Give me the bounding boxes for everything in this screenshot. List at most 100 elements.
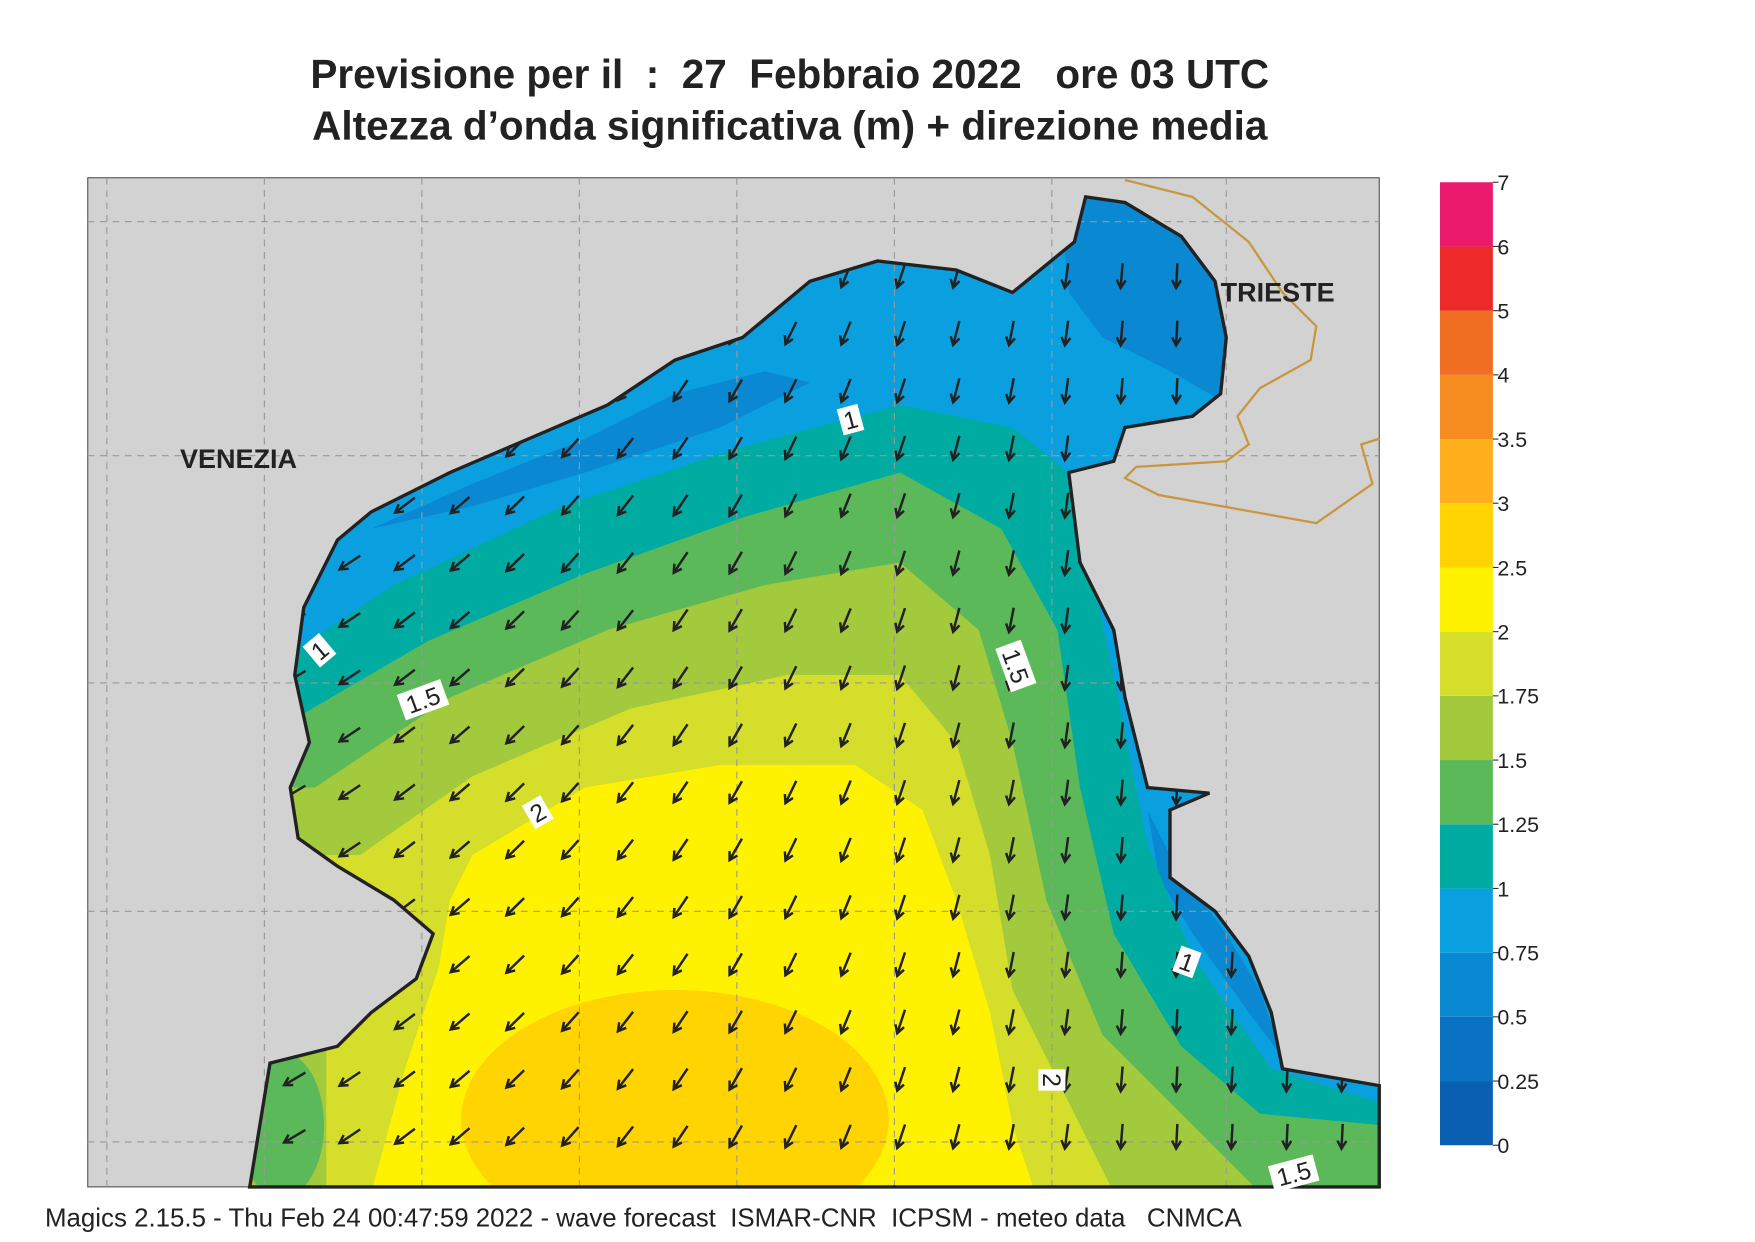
arrow xyxy=(894,550,907,577)
arrow xyxy=(838,550,852,577)
arrow xyxy=(949,894,961,922)
arrow xyxy=(448,955,471,974)
colorbar-segment xyxy=(1440,824,1493,889)
arrow xyxy=(616,953,635,976)
colorbar-label: 4 xyxy=(1497,364,1509,388)
arrow xyxy=(672,666,689,690)
arrow xyxy=(949,607,961,635)
arrow xyxy=(1060,263,1072,291)
arrow xyxy=(560,724,580,746)
arrow xyxy=(1060,320,1072,348)
arrow xyxy=(616,609,635,632)
arrow xyxy=(783,436,798,462)
arrow xyxy=(393,1070,416,1088)
arrow xyxy=(894,894,907,921)
label-box xyxy=(396,679,450,721)
arrow xyxy=(1060,1123,1072,1151)
colorbar-label: 0.5 xyxy=(1497,1006,1527,1030)
colorbar-segment xyxy=(1440,888,1493,953)
arrow xyxy=(783,1009,798,1035)
arrow xyxy=(1060,894,1072,922)
arrow xyxy=(448,897,471,917)
arrow xyxy=(616,838,635,862)
arrow xyxy=(949,664,961,692)
band xyxy=(371,371,810,529)
arrow xyxy=(838,493,852,519)
colorbar-segment xyxy=(1440,760,1493,825)
arrow xyxy=(337,611,361,629)
arrow xyxy=(1060,377,1072,406)
arrow xyxy=(894,1066,907,1093)
arrow xyxy=(672,895,689,920)
arrow xyxy=(1170,320,1183,348)
arrow xyxy=(894,1124,907,1151)
arrow xyxy=(894,607,907,634)
arrow xyxy=(838,607,852,634)
arrow xyxy=(1115,836,1127,865)
arrow xyxy=(504,1126,525,1147)
arrow xyxy=(1115,320,1127,348)
contour-label: 1 xyxy=(1172,945,1202,978)
arrow xyxy=(1004,836,1016,864)
arrow xyxy=(894,435,907,462)
arrow xyxy=(337,1128,361,1145)
arrow xyxy=(1115,377,1127,406)
arrow xyxy=(894,492,907,520)
arrow xyxy=(1226,1009,1238,1037)
arrow xyxy=(783,895,798,921)
arrow xyxy=(838,894,852,921)
colorbar-label: 1.75 xyxy=(1497,685,1539,709)
arrow xyxy=(393,496,416,515)
arrow xyxy=(672,379,689,403)
arrow xyxy=(337,1070,361,1088)
arrow xyxy=(728,895,744,920)
arrow xyxy=(838,321,852,347)
arrow xyxy=(838,378,852,405)
arrow xyxy=(1060,836,1072,865)
arrow xyxy=(448,668,471,687)
arrow xyxy=(448,1069,471,1089)
arrow xyxy=(560,781,580,804)
arrow xyxy=(448,1127,471,1146)
arrow xyxy=(1060,722,1072,750)
arrow xyxy=(894,665,907,692)
arrow xyxy=(672,781,689,805)
colorbar-segment xyxy=(1440,503,1493,568)
label-box xyxy=(1038,1069,1066,1091)
arrow xyxy=(1004,492,1016,520)
arrow xyxy=(783,550,798,576)
arrow xyxy=(393,840,416,859)
arrow xyxy=(894,779,907,807)
arrow xyxy=(281,1128,307,1144)
arrow xyxy=(393,726,416,744)
colorbar-label: 6 xyxy=(1497,235,1509,259)
arrow xyxy=(783,321,798,347)
arrow xyxy=(672,1125,689,1149)
arrow xyxy=(504,954,525,975)
colorbar-segment xyxy=(1440,952,1493,1017)
arrow xyxy=(1226,951,1238,979)
colorbar-segment xyxy=(1440,695,1493,761)
contour-label: 2 xyxy=(1037,1069,1066,1091)
arrow xyxy=(838,722,852,749)
arrow xyxy=(1060,492,1072,520)
arrow xyxy=(783,722,798,748)
arrow xyxy=(393,1127,416,1146)
arrow xyxy=(728,665,744,691)
colorbar-segment xyxy=(1440,1016,1493,1082)
arrow xyxy=(1170,263,1183,291)
colorbar-segment xyxy=(1440,1081,1493,1146)
arrow xyxy=(560,954,580,976)
label-box xyxy=(521,795,554,830)
arrow xyxy=(337,841,361,858)
arrow xyxy=(728,723,744,748)
footer: Magics 2.15.5 - Thu Feb 24 00:47:59 2022… xyxy=(45,1204,1242,1232)
arrow xyxy=(1115,1123,1127,1152)
arrow xyxy=(1115,1066,1127,1094)
arrow xyxy=(1004,722,1016,750)
arrow xyxy=(1115,263,1127,291)
arrow xyxy=(783,780,798,806)
arrow xyxy=(672,494,689,518)
contour-label: 1 xyxy=(836,403,865,436)
arrow xyxy=(894,263,907,290)
